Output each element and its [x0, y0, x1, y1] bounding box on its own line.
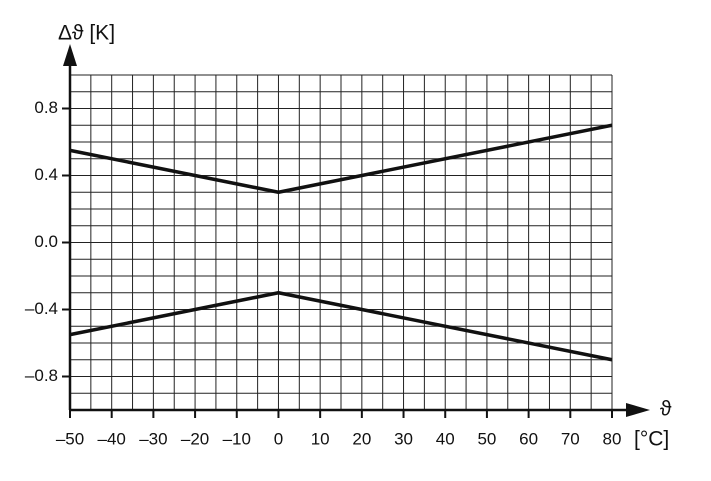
y-axis-label: Δϑ [K] [58, 22, 115, 45]
y-axis-arrow [63, 44, 77, 66]
x-tick-label: 40 [436, 429, 455, 448]
y-tick-label: –0.8 [25, 366, 58, 385]
x-tick-label: –20 [181, 429, 209, 448]
x-tick-label: –50 [56, 429, 84, 448]
x-axis-arrow [626, 403, 650, 417]
y-tick-label: 0.0 [34, 232, 58, 251]
x-tick-label: 10 [311, 429, 330, 448]
y-tick-label: 0.8 [34, 98, 58, 117]
y-tick-label: 0.4 [34, 165, 58, 184]
series-line [69, 291, 613, 362]
x-tick-label: –10 [223, 429, 251, 448]
x-axis-unit: [°C] [634, 428, 669, 451]
x-tick-label: 0 [274, 429, 283, 448]
x-tick-label: 50 [477, 429, 496, 448]
x-tick-label: 30 [394, 429, 413, 448]
x-axis-label: ϑ [660, 398, 672, 421]
grid [69, 74, 613, 411]
x-tick-label: 70 [561, 429, 580, 448]
series-line [69, 123, 613, 194]
x-tick-label: –40 [98, 429, 126, 448]
x-tick-label: 60 [519, 429, 538, 448]
y-tick-label: –0.4 [25, 299, 58, 318]
x-tick-label: 80 [603, 429, 622, 448]
x-tick-label: 20 [352, 429, 371, 448]
x-tick-label: –30 [139, 429, 167, 448]
